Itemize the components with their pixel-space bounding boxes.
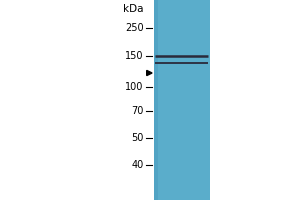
Text: 250: 250: [125, 23, 143, 33]
Text: 70: 70: [131, 106, 143, 116]
Text: 150: 150: [125, 51, 143, 61]
Text: 100: 100: [125, 82, 143, 92]
Bar: [154, 0, 210, 200]
Bar: [154, 0, 158, 200]
Text: 40: 40: [131, 160, 143, 170]
Text: 50: 50: [131, 133, 143, 143]
Polygon shape: [147, 70, 152, 76]
Text: kDa: kDa: [123, 4, 143, 14]
